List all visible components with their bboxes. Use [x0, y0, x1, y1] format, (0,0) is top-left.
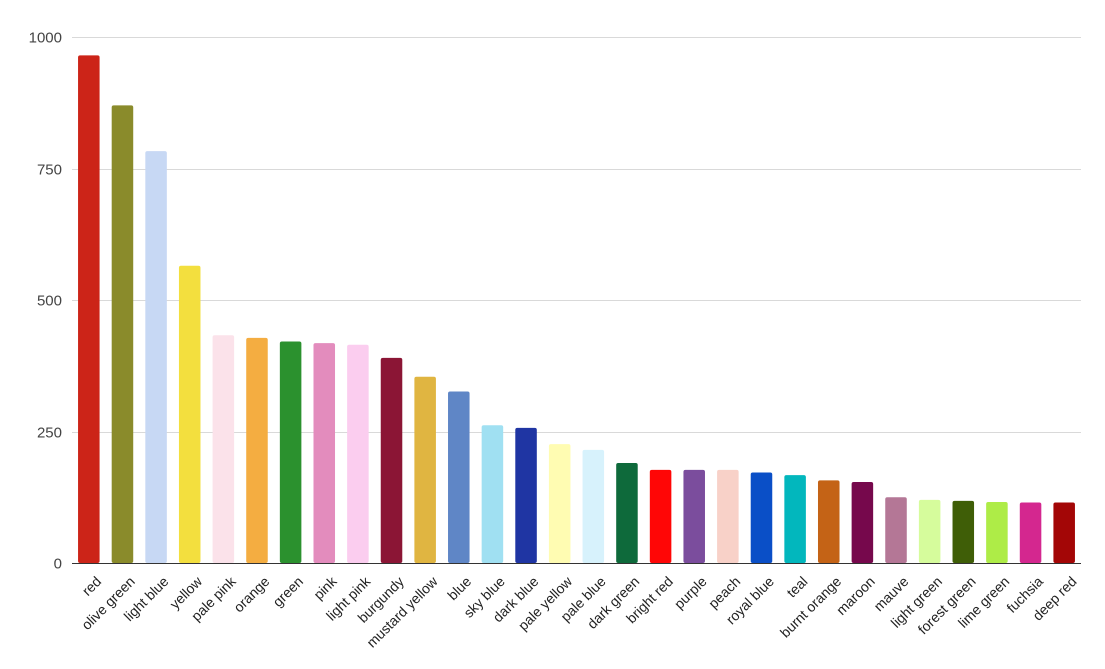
bar-burnt-orange[interactable]: [817, 480, 840, 563]
y-tick-label: 500: [37, 293, 62, 310]
bar-deep-red[interactable]: [1053, 502, 1075, 563]
bar-red[interactable]: [78, 55, 100, 563]
bar-orange[interactable]: [246, 337, 268, 563]
bar-lime-green[interactable]: [986, 501, 1008, 563]
bar-dark-blue[interactable]: [515, 427, 537, 563]
y-tick-label: 1000: [29, 30, 62, 47]
bar-dark-green[interactable]: [616, 463, 638, 563]
bar-forest-green[interactable]: [952, 500, 975, 563]
bar-pale-pink[interactable]: [212, 335, 235, 563]
bar-light-green[interactable]: [918, 499, 941, 563]
bars: [78, 55, 1075, 563]
bar-light-pink[interactable]: [347, 344, 369, 563]
bar-sky-blue[interactable]: [481, 425, 504, 563]
x-tick-label: green: [269, 573, 306, 610]
bar-pale-blue[interactable]: [582, 449, 605, 563]
bar-green[interactable]: [279, 341, 302, 563]
grid-lines: [72, 37, 1081, 433]
bar-bright-red[interactable]: [649, 469, 672, 563]
bar-blue[interactable]: [448, 391, 470, 563]
bar-pale-yellow[interactable]: [548, 444, 571, 563]
bar-pink[interactable]: [313, 343, 336, 563]
bar-teal[interactable]: [784, 475, 806, 563]
bar-burgundy[interactable]: [380, 357, 403, 563]
bar-purple[interactable]: [683, 469, 705, 563]
y-axis-tick-labels: 0 250 500 750 1000: [29, 30, 62, 573]
y-tick-label: 250: [37, 425, 62, 442]
x-tick-label: purple: [671, 573, 710, 612]
x-tick-label: teal: [783, 573, 810, 600]
y-tick-label: 750: [37, 162, 62, 179]
bar-mauve[interactable]: [885, 497, 907, 563]
bar-mustard-yellow[interactable]: [414, 376, 436, 563]
y-tick-label: 0: [54, 556, 62, 573]
x-tick-label: red: [79, 573, 105, 599]
bar-olive-green[interactable]: [111, 105, 134, 563]
bar-royal-blue[interactable]: [750, 472, 773, 563]
x-tick-label: orange: [230, 573, 272, 615]
bar-yellow[interactable]: [178, 265, 201, 563]
bar-fuchsia[interactable]: [1019, 502, 1042, 563]
bar-peach[interactable]: [717, 469, 739, 563]
bar-maroon[interactable]: [851, 482, 874, 563]
x-tick-label: maroon: [833, 573, 878, 618]
bar-light-blue[interactable]: [145, 151, 167, 563]
